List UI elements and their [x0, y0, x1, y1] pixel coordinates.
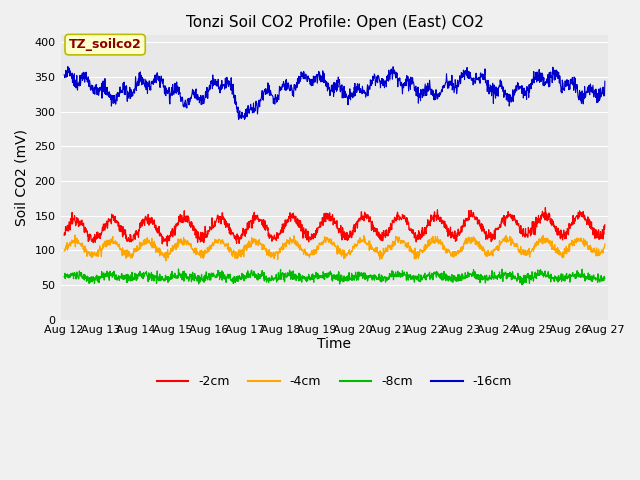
- -2cm: [124, 238, 132, 244]
- Title: Tonzi Soil CO2 Profile: Open (East) CO2: Tonzi Soil CO2 Profile: Open (East) CO2: [186, 15, 483, 30]
- -8cm: [175, 266, 182, 272]
- -4cm: [369, 246, 376, 252]
- -2cm: [290, 215, 298, 221]
- Line: -2cm: -2cm: [64, 208, 605, 246]
- -2cm: [60, 232, 68, 238]
- -2cm: [541, 205, 549, 211]
- -16cm: [60, 72, 68, 78]
- -2cm: [601, 222, 609, 228]
- -16cm: [102, 85, 110, 91]
- -8cm: [60, 274, 68, 279]
- -2cm: [163, 243, 171, 249]
- -16cm: [291, 82, 298, 87]
- -16cm: [369, 77, 376, 83]
- -8cm: [290, 276, 298, 282]
- Line: -4cm: -4cm: [64, 235, 605, 261]
- Y-axis label: Soil CO2 (mV): Soil CO2 (mV): [15, 129, 29, 226]
- -8cm: [311, 275, 319, 281]
- -16cm: [601, 78, 609, 84]
- -4cm: [291, 241, 298, 247]
- -16cm: [64, 64, 72, 70]
- X-axis label: Time: Time: [317, 337, 351, 351]
- -8cm: [601, 276, 609, 281]
- -4cm: [311, 247, 319, 253]
- -8cm: [124, 275, 132, 280]
- -16cm: [301, 72, 309, 77]
- -2cm: [301, 229, 309, 235]
- Legend: -2cm, -4cm, -8cm, -16cm: -2cm, -4cm, -8cm, -16cm: [152, 370, 517, 393]
- Line: -16cm: -16cm: [64, 67, 605, 120]
- -4cm: [162, 258, 170, 264]
- Text: TZ_soilco2: TZ_soilco2: [68, 38, 141, 51]
- -8cm: [102, 274, 110, 280]
- -4cm: [601, 241, 609, 247]
- -16cm: [125, 93, 132, 98]
- -16cm: [311, 78, 319, 84]
- Line: -8cm: -8cm: [64, 269, 605, 285]
- -4cm: [125, 252, 132, 258]
- -8cm: [369, 277, 376, 283]
- -16cm: [235, 117, 243, 122]
- -2cm: [102, 221, 110, 227]
- -4cm: [60, 248, 68, 254]
- -4cm: [301, 248, 309, 254]
- -4cm: [71, 232, 79, 238]
- -2cm: [311, 234, 319, 240]
- -8cm: [518, 282, 525, 288]
- -2cm: [369, 218, 376, 224]
- -8cm: [301, 275, 309, 281]
- -4cm: [102, 238, 110, 243]
